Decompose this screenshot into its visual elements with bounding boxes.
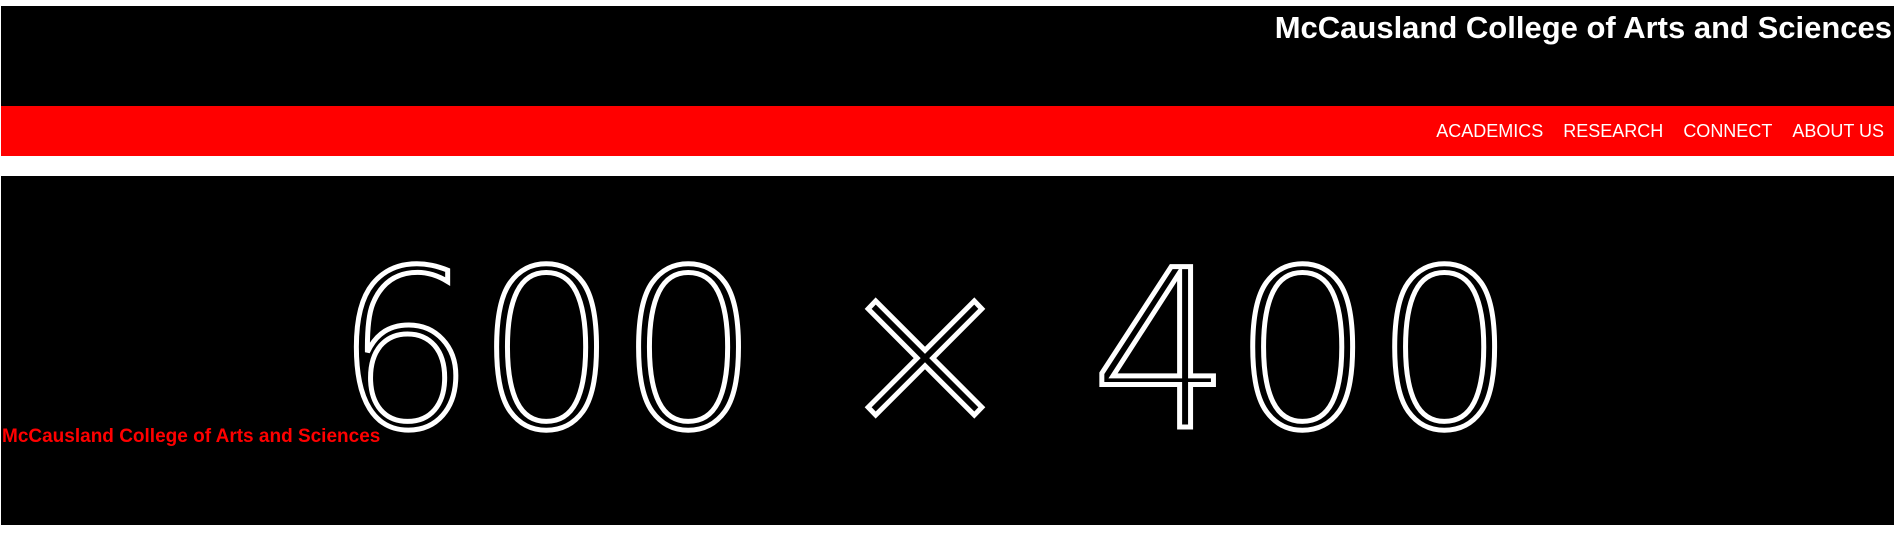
site-header: McCausland College of Arts and Sciences bbox=[1, 6, 1894, 106]
hero-caption: McCausland College of Arts and Sciences bbox=[2, 426, 381, 447]
hero-placeholder-image: 600 × 400 bbox=[332, 176, 1517, 525]
main-navigation: ACADEMICS RESEARCH CONNECT ABOUT US bbox=[1, 106, 1894, 156]
placeholder-dimensions-text: 600 × 400 bbox=[332, 222, 1518, 479]
nav-item-about-us[interactable]: ABOUT US bbox=[1792, 120, 1884, 141]
nav-item-academics[interactable]: ACADEMICS bbox=[1436, 120, 1544, 141]
hero-banner: 600 × 400 McCausland College of Arts and… bbox=[1, 176, 1894, 525]
nav-item-research[interactable]: RESEARCH bbox=[1563, 120, 1664, 141]
nav-item-connect[interactable]: CONNECT bbox=[1683, 120, 1773, 141]
site-title: McCausland College of Arts and Sciences bbox=[1274, 10, 1892, 45]
